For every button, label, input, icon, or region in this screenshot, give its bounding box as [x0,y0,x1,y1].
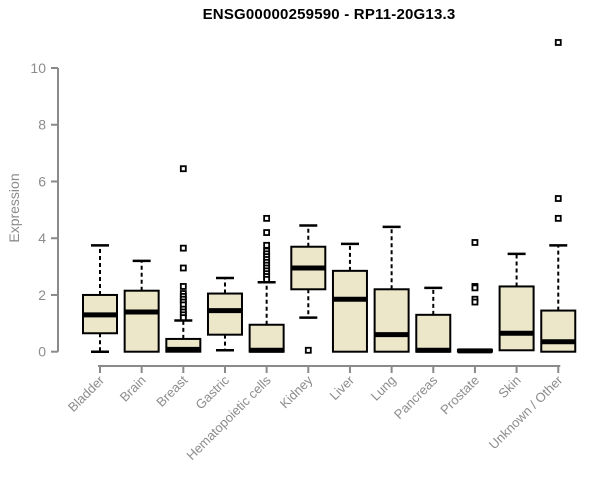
outlier-point [263,214,271,222]
outlier-point [471,284,479,292]
iqr-box [373,288,410,353]
box-group-pancreas [415,286,452,353]
outlier-point [179,244,187,252]
y-tick-label: 8 [38,117,46,133]
x-tick-label-prostate: Prostate [437,373,482,418]
outlier-point [179,264,187,272]
box-group-brain [123,259,160,353]
outlier-point [554,214,562,222]
outlier-point [554,39,562,46]
y-tick-label: 10 [30,60,46,76]
iqr-box [415,313,452,353]
outlier-point [263,241,271,249]
iqr-box [498,285,535,352]
iqr-box [206,292,243,336]
box-group-gastric [206,276,243,352]
x-tick-label-lung: Lung [368,373,399,404]
y-tick-label: 6 [38,173,46,189]
x-tick-label-kidney: Kidney [277,372,316,411]
iqr-box [540,309,577,353]
box-group-liver [331,242,368,353]
outlier-point [179,314,187,322]
box-group-lung [373,225,410,353]
box-group-prostate [456,239,493,354]
y-tick-label: 0 [38,344,46,360]
x-tick-label-unknown-other: Unknown / Other [486,372,566,452]
chart-title: ENSG00000259590 - RP11-20G13.3 [202,6,456,23]
x-tick-label-bladder: Bladder [65,372,108,415]
outlier-point [179,165,187,173]
box-group-breast [165,165,202,353]
outlier-point [263,275,271,283]
box-group-skin [498,252,535,352]
box-group-unknown-other [540,39,577,353]
iqr-box [123,289,160,353]
x-tick-label-breast: Breast [153,372,190,409]
iqr-box [331,269,368,353]
outlier-point [304,346,312,354]
box-group-kidney [290,224,327,354]
outlier-point [554,195,562,202]
y-tick-label: 4 [38,230,46,246]
x-tick-label-pancreas: Pancreas [391,372,441,422]
y-tick-label: 2 [38,287,46,303]
outlier-point [263,229,271,236]
x-tick-label-brain: Brain [117,373,149,405]
outlier-point [179,283,187,290]
x-tick-label-liver: Liver [327,372,358,403]
iqr-box [248,323,285,353]
x-tick-label-skin: Skin [495,373,523,401]
outlier-point [471,298,479,306]
box-group-bladder [82,244,118,353]
x-tick-label-gastric: Gastric [192,372,232,412]
box-group-hematopoietic-cells [248,214,285,353]
outlier-point [471,239,479,246]
